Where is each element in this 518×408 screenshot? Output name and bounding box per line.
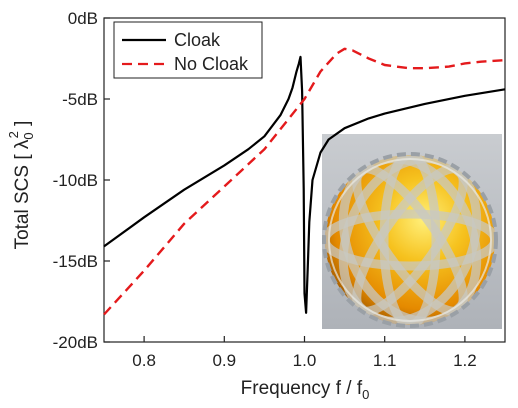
x-axis-ticks: 0.8 0.9 1.0 1.1 1.2 xyxy=(132,336,477,370)
legend-box xyxy=(113,21,263,79)
legend-label-no-cloak: No Cloak xyxy=(174,54,249,74)
y-axis-ticks: 0dB -5dB -10dB -15dB -20dB xyxy=(53,9,110,352)
x-tick-label: 1.0 xyxy=(293,351,317,370)
x-axis-title: Frequency f / f0 xyxy=(241,378,370,402)
series-line-cloak xyxy=(103,55,506,314)
y-tick-label: 0dB xyxy=(68,9,98,28)
x-tick-label: 0.9 xyxy=(212,351,236,370)
y-axis-title: Total SCS [ λ02 ] xyxy=(6,121,36,250)
y-tick-label: -15dB xyxy=(53,252,98,271)
series-layer xyxy=(103,47,506,316)
y-tick-label: -10dB xyxy=(53,171,98,190)
cloaked-sphere-render-icon xyxy=(322,134,502,329)
legend-label-cloak: Cloak xyxy=(174,30,221,50)
legend: Cloak No Cloak xyxy=(113,21,263,79)
y-tick-label: -20dB xyxy=(53,333,98,352)
x-tick-label: 1.2 xyxy=(453,351,477,370)
series-line-no-cloak xyxy=(103,47,506,316)
x-tick-label: 0.8 xyxy=(132,351,156,370)
y-tick-label: -5dB xyxy=(62,90,98,109)
x-tick-label: 1.1 xyxy=(373,351,397,370)
